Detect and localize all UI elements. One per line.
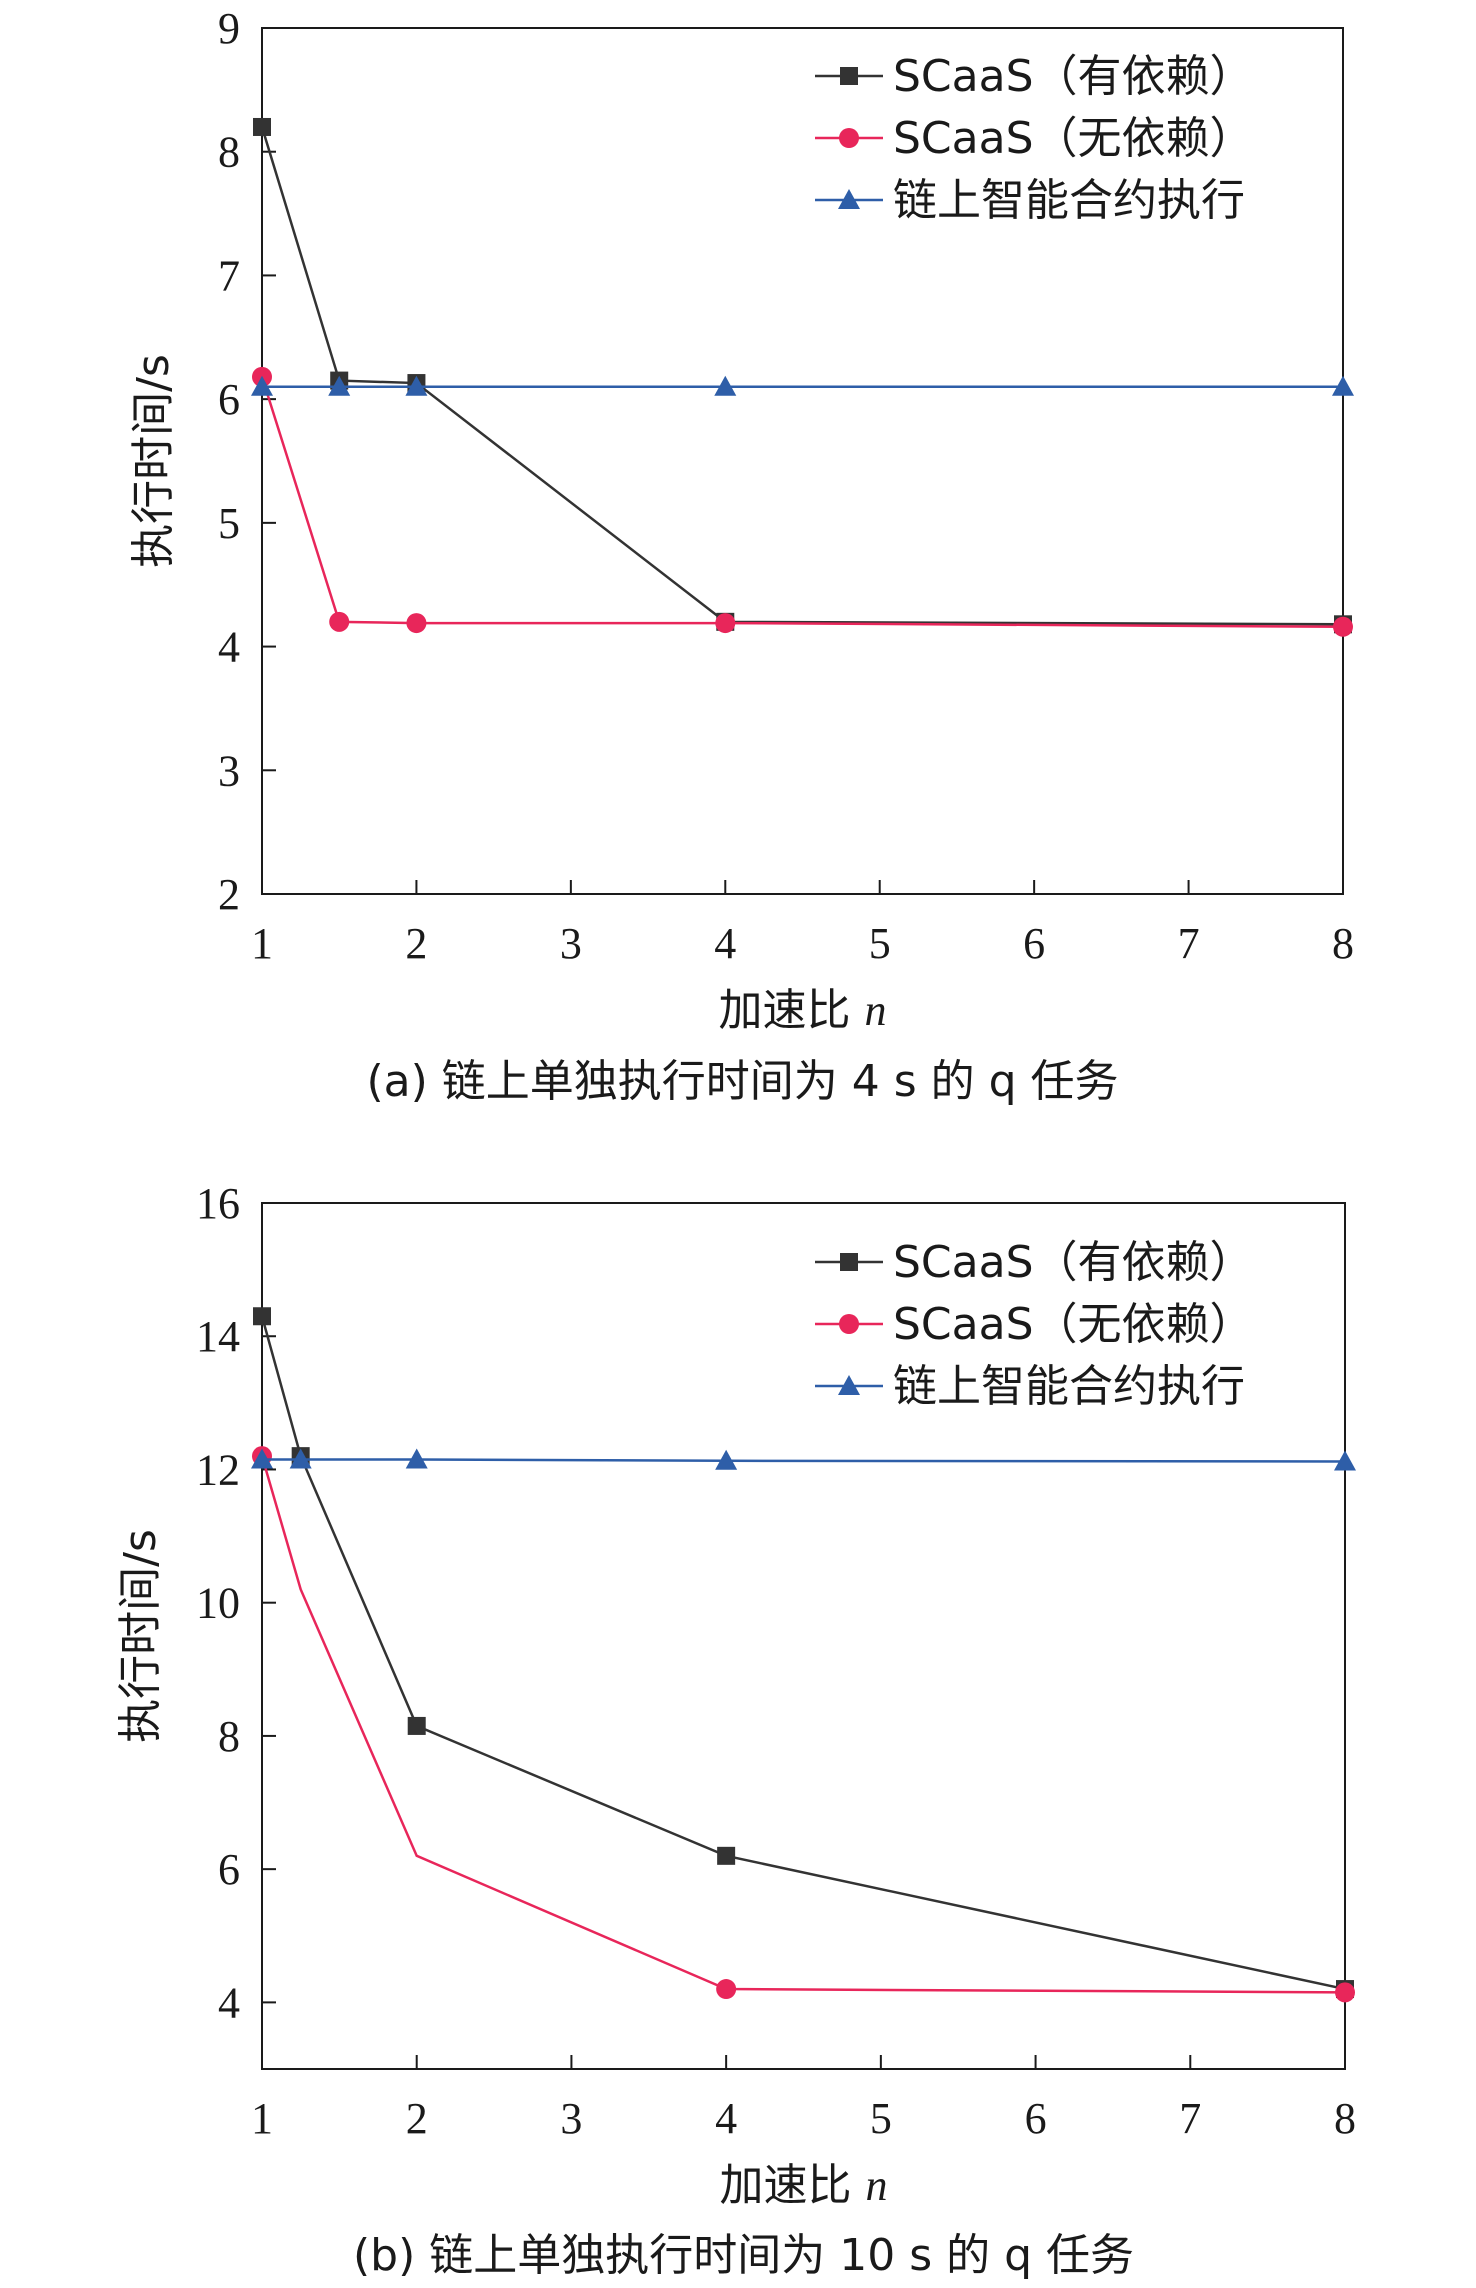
- figure-caption: (b) 链上单独执行时间为 10 s 的 q 任务: [353, 2230, 1134, 2281]
- data-point: [289, 1448, 312, 1469]
- data-point: [716, 1979, 737, 2000]
- series-line: [260, 1455, 1346, 1994]
- y-axis-label: 执行时间/s: [115, 1529, 166, 1743]
- data-point: [1334, 1450, 1356, 1471]
- x-tick-label: 1: [251, 919, 273, 968]
- y-tick-label: 8: [218, 128, 240, 177]
- x-tick-label: 3: [560, 919, 582, 968]
- y-tick-label: 3: [218, 746, 240, 795]
- data-point: [253, 1307, 271, 1326]
- y-tick-label: 5: [218, 499, 240, 548]
- x-tick-label: 5: [870, 2094, 892, 2143]
- data-point: [717, 1846, 736, 1865]
- x-tick-label: 6: [1025, 2094, 1047, 2143]
- data-point: [405, 1448, 428, 1469]
- x-tick-label: 8: [1334, 2094, 1356, 2143]
- x-axis-label-text: 加速比: [719, 985, 865, 1036]
- series-line: [262, 1458, 1346, 1463]
- data-point: [328, 375, 351, 396]
- legend-marker: [839, 128, 859, 148]
- legend-marker: [840, 67, 858, 85]
- data-point: [407, 1716, 426, 1735]
- data-point: [715, 613, 736, 634]
- data-point: [251, 375, 273, 396]
- data-point: [329, 611, 350, 632]
- y-tick-label: 16: [196, 1179, 240, 1228]
- data-point: [714, 375, 737, 396]
- legend-label: 链上智能合约执行: [893, 175, 1245, 226]
- legend-label: 链上智能合约执行: [893, 1361, 1245, 1412]
- plot-frame: [261, 1202, 1346, 2070]
- x-tick-label: 4: [715, 2094, 737, 2143]
- plot-frame: [261, 27, 1344, 895]
- y-tick-label: 14: [196, 1312, 240, 1361]
- y-tick-label: 8: [218, 1712, 240, 1761]
- legend-label: SCaaS（无依赖）: [893, 113, 1254, 164]
- y-tick-label: 9: [218, 4, 240, 53]
- legend-marker: [838, 189, 860, 209]
- x-axis-label: 加速比 n: [719, 985, 887, 1036]
- x-axis-label-text: 加速比: [720, 2160, 866, 2211]
- data-point: [251, 1448, 273, 1469]
- y-axis-label: 执行时间/s: [128, 354, 179, 568]
- x-axis-label-var: n: [865, 986, 887, 1035]
- data-point: [405, 375, 428, 396]
- x-tick-label: 1: [251, 2094, 273, 2143]
- x-tick-label: 2: [406, 2094, 428, 2143]
- legend-marker: [838, 1375, 860, 1395]
- x-tick-label: 6: [1023, 919, 1045, 968]
- x-axis-label-var: n: [866, 2161, 888, 2210]
- legend-label: SCaaS（有依赖）: [893, 51, 1254, 102]
- y-tick-label: 4: [218, 623, 240, 672]
- y-tick-label: 2: [218, 870, 240, 919]
- y-tick-label: 12: [196, 1445, 240, 1494]
- y-tick-label: 10: [196, 1579, 240, 1628]
- series-line: [260, 376, 1344, 629]
- legend-marker: [839, 1314, 859, 1334]
- data-point: [1332, 375, 1354, 396]
- x-tick-label: 3: [560, 2094, 582, 2143]
- x-tick-label: 2: [405, 919, 427, 968]
- legend-label: SCaaS（有依赖）: [893, 1237, 1254, 1288]
- legend-marker: [840, 1253, 858, 1271]
- y-tick-label: 6: [218, 1845, 240, 1894]
- data-point: [715, 1449, 738, 1470]
- y-tick-label: 4: [218, 1978, 240, 2027]
- data-point: [253, 117, 271, 136]
- x-tick-label: 7: [1179, 2094, 1201, 2143]
- x-axis-label: 加速比 n: [720, 2160, 888, 2211]
- x-tick-label: 7: [1178, 919, 1200, 968]
- x-tick-label: 5: [869, 919, 891, 968]
- data-point: [406, 613, 427, 634]
- series-line: [260, 1315, 1346, 1991]
- x-tick-label: 8: [1332, 919, 1354, 968]
- y-tick-label: 6: [218, 375, 240, 424]
- x-tick-label: 4: [714, 919, 736, 968]
- figure-caption: (a) 链上单独执行时间为 4 s 的 q 任务: [366, 1056, 1118, 1107]
- data-point: [1333, 616, 1353, 637]
- data-point: [1335, 1982, 1355, 2003]
- legend-label: SCaaS（无依赖）: [893, 1299, 1254, 1350]
- y-tick-label: 7: [218, 251, 240, 300]
